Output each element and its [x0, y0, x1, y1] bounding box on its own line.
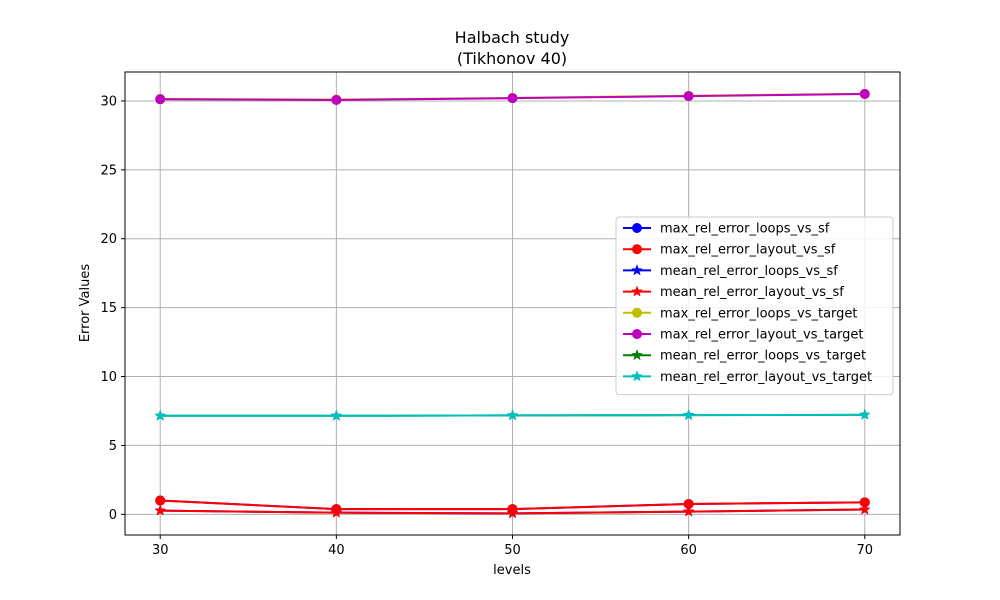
data-point — [858, 408, 871, 420]
y-tick-label: 30 — [100, 94, 117, 109]
legend: max_rel_error_loops_vs_sf max_rel_error_l… — [615, 216, 894, 396]
legend-label: max_rel_error_layout_vs_target — [660, 328, 864, 343]
x-axis-label: levels — [493, 563, 531, 578]
data-point — [330, 506, 343, 518]
chart-title-line1: Halbach study — [455, 28, 570, 47]
legend-label: mean_rel_error_layout_vs_target — [660, 370, 872, 385]
legend-label: max_rel_error_loops_vs_sf — [660, 222, 830, 237]
x-tick-label: 60 — [680, 543, 697, 558]
y-tick-label: 10 — [100, 370, 117, 385]
x-tick-label: 50 — [504, 543, 521, 558]
legend-entry: mean_rel_error_layout_vs_target — [623, 370, 872, 385]
legend-marker — [631, 264, 643, 276]
data-point — [859, 89, 870, 100]
legend-marker — [631, 285, 643, 297]
y-tick-label: 5 — [109, 439, 117, 454]
data-point — [682, 408, 695, 421]
chart-title-line2: (Tikhonov 40) — [457, 49, 567, 68]
legend-entry: max_rel_error_layout_vs_sf — [623, 243, 836, 258]
data-point — [330, 409, 343, 421]
legend-entry: max_rel_error_loops_vs_sf — [623, 222, 830, 237]
y-tick-label: 15 — [100, 301, 117, 316]
legend-marker — [632, 307, 642, 318]
series-max_rel_error_layout_vs_target — [155, 89, 870, 105]
x-tick-label: 30 — [152, 543, 169, 558]
legend-marker — [631, 348, 643, 361]
legend-label: mean_rel_error_loops_vs_target — [660, 349, 866, 364]
ticks: 30 40 50 60 70 0 5 10 15 20 25 30 — [100, 94, 873, 558]
x-tick-label: 40 — [328, 543, 345, 558]
data-point — [507, 93, 518, 104]
data-point — [154, 409, 167, 421]
legend-entry: max_rel_error_loops_vs_target — [623, 306, 858, 321]
legend-label: max_rel_error_loops_vs_target — [660, 306, 858, 321]
series-mean_rel_error_layout_vs_sf — [154, 503, 871, 519]
y-tick-label: 25 — [100, 163, 117, 178]
series-layer — [154, 88, 871, 519]
y-tick-label: 20 — [100, 232, 117, 247]
data-point — [331, 94, 342, 105]
data-point — [683, 91, 694, 102]
legend-entry: mean_rel_error_loops_vs_sf — [623, 264, 838, 279]
legend-marker — [632, 223, 642, 233]
legend-label: mean_rel_error_loops_vs_sf — [660, 264, 838, 279]
legend-entry: mean_rel_error_layout_vs_sf — [623, 285, 844, 300]
legend-label: mean_rel_error_layout_vs_sf — [660, 285, 844, 300]
legend-marker — [632, 329, 642, 339]
legend-marker — [631, 370, 643, 382]
y-tick-label: 0 — [109, 508, 117, 523]
series-mean_rel_error_layout_vs_target — [154, 408, 871, 421]
data-point — [154, 504, 167, 516]
legend-box — [615, 216, 894, 396]
data-point — [682, 505, 695, 517]
legend-marker — [632, 244, 642, 255]
legend-entry: max_rel_error_layout_vs_target — [623, 328, 864, 343]
data-point — [155, 495, 166, 506]
data-point — [506, 507, 519, 519]
data-point — [858, 503, 871, 515]
y-axis-label: Error Values — [78, 264, 93, 343]
x-tick-label: 70 — [856, 543, 873, 558]
data-point — [155, 94, 166, 105]
legend-entry: mean_rel_error_loops_vs_target — [623, 349, 866, 364]
legend-label: max_rel_error_layout_vs_sf — [660, 243, 836, 258]
data-point — [506, 409, 519, 421]
